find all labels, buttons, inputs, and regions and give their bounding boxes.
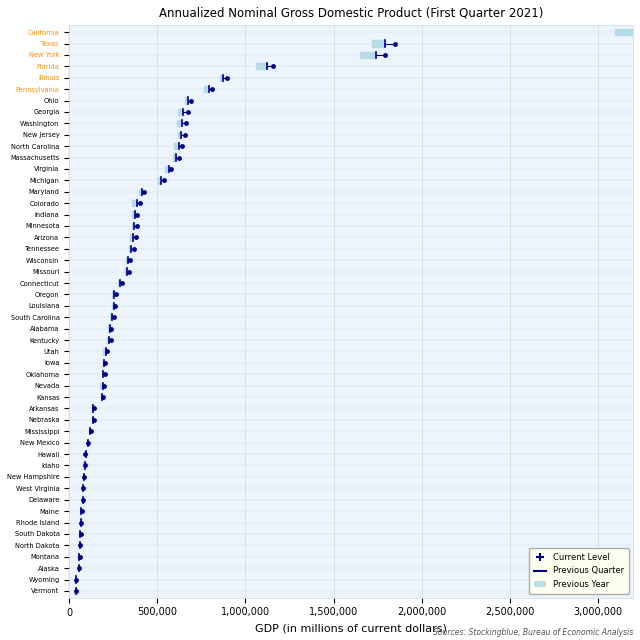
Bar xyxy=(79,531,80,537)
Bar xyxy=(140,189,142,195)
Bar xyxy=(82,497,83,503)
Bar xyxy=(83,462,84,468)
Bar xyxy=(103,348,106,355)
Bar xyxy=(174,143,179,149)
Bar xyxy=(102,371,103,378)
Bar xyxy=(92,405,93,412)
Bar xyxy=(173,154,177,161)
Bar xyxy=(178,132,181,138)
Bar xyxy=(100,383,103,388)
Bar xyxy=(185,97,188,104)
Bar xyxy=(372,40,385,47)
Bar xyxy=(220,75,223,81)
Bar xyxy=(103,360,104,366)
Bar xyxy=(87,440,88,446)
Bar xyxy=(82,485,83,492)
Bar xyxy=(101,394,102,400)
Bar xyxy=(132,200,136,206)
Bar xyxy=(256,63,267,70)
Bar xyxy=(83,474,84,480)
Bar xyxy=(108,326,110,332)
Bar xyxy=(125,268,127,275)
Bar xyxy=(177,120,182,127)
Bar xyxy=(118,280,120,286)
Text: Sources: Stockingblue, Bureau of Economic Analysis: Sources: Stockingblue, Bureau of Economi… xyxy=(433,628,634,637)
Bar xyxy=(158,177,161,184)
Bar xyxy=(616,29,640,35)
Bar xyxy=(113,303,114,309)
Bar xyxy=(112,291,115,298)
Bar xyxy=(107,337,109,343)
Bar xyxy=(80,520,81,525)
Bar xyxy=(132,223,134,229)
Bar xyxy=(78,554,79,560)
X-axis label: GDP (in millions of current dollars): GDP (in millions of current dollars) xyxy=(255,623,447,633)
Bar xyxy=(178,109,184,115)
Bar xyxy=(165,166,169,172)
Bar xyxy=(129,234,133,241)
Bar xyxy=(204,86,209,92)
Bar xyxy=(110,314,112,321)
Bar xyxy=(92,417,93,423)
Bar xyxy=(75,588,76,594)
Bar xyxy=(132,211,135,218)
Bar xyxy=(360,52,376,58)
Title: Annualized Nominal Gross Domestic Product (First Quarter 2021): Annualized Nominal Gross Domestic Produc… xyxy=(159,7,543,20)
Bar xyxy=(126,257,129,263)
Bar xyxy=(129,246,131,252)
Legend: Current Level, Previous Quarter, Previous Year: Current Level, Previous Quarter, Previou… xyxy=(529,548,629,594)
